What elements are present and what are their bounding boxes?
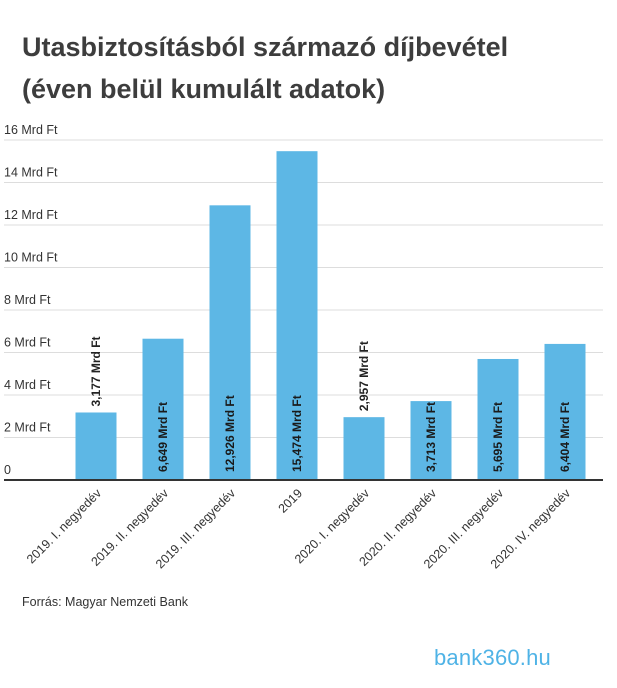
bar-value-label: 15,474 Mrd Ft bbox=[290, 395, 304, 472]
chart-title-line-2: (éven belül kumulált adatok) bbox=[22, 74, 386, 104]
y-tick-label: 4 Mrd Ft bbox=[4, 378, 51, 392]
bar-chart: 0 2 Mrd Ft 4 Mrd Ft 6 Mrd Ft 8 Mrd Ft 10 Mrd … bbox=[4, 123, 603, 571]
bar bbox=[276, 151, 318, 481]
x-category-label: 2019 bbox=[276, 486, 306, 516]
bar-value-label: 5,695 Mrd Ft bbox=[491, 402, 505, 472]
bar-value-label: 6,404 Mrd Ft bbox=[558, 402, 572, 472]
bar bbox=[75, 412, 117, 480]
bar bbox=[477, 358, 519, 480]
y-tick-label: 8 Mrd Ft bbox=[4, 293, 51, 307]
bar bbox=[142, 338, 184, 480]
y-tick-label: 2 Mrd Ft bbox=[4, 421, 51, 435]
y-tick-label: 6 Mrd Ft bbox=[4, 336, 51, 350]
bar-value-label: 2,957 Mrd Ft bbox=[357, 341, 371, 411]
bar-value-label: 3,713 Mrd Ft bbox=[424, 402, 438, 472]
bar-value-label: 3,177 Mrd Ft bbox=[89, 336, 103, 406]
y-tick-label: 16 Mrd Ft bbox=[4, 123, 58, 137]
chart-title-line-1: Utasbiztosításból származó díjbevétel bbox=[22, 32, 509, 62]
bar-value-label: 12,926 Mrd Ft bbox=[223, 395, 237, 472]
y-tick-label: 12 Mrd Ft bbox=[4, 208, 58, 222]
source-note: Forrás: Magyar Nemzeti Bank bbox=[22, 595, 189, 609]
chart-title: Utasbiztosításból származó díjbevétel (é… bbox=[22, 26, 602, 110]
bar-value-label: 6,649 Mrd Ft bbox=[156, 402, 170, 472]
bar bbox=[343, 417, 385, 480]
bar bbox=[209, 205, 251, 480]
y-tick-label: 10 Mrd Ft bbox=[4, 251, 58, 265]
bar bbox=[544, 343, 586, 480]
bank360-logo[interactable]: bank360.hu bbox=[434, 645, 551, 670]
bar bbox=[410, 401, 452, 480]
y-tick-label: 0 bbox=[4, 463, 11, 477]
y-tick-label: 14 Mrd Ft bbox=[4, 166, 58, 180]
